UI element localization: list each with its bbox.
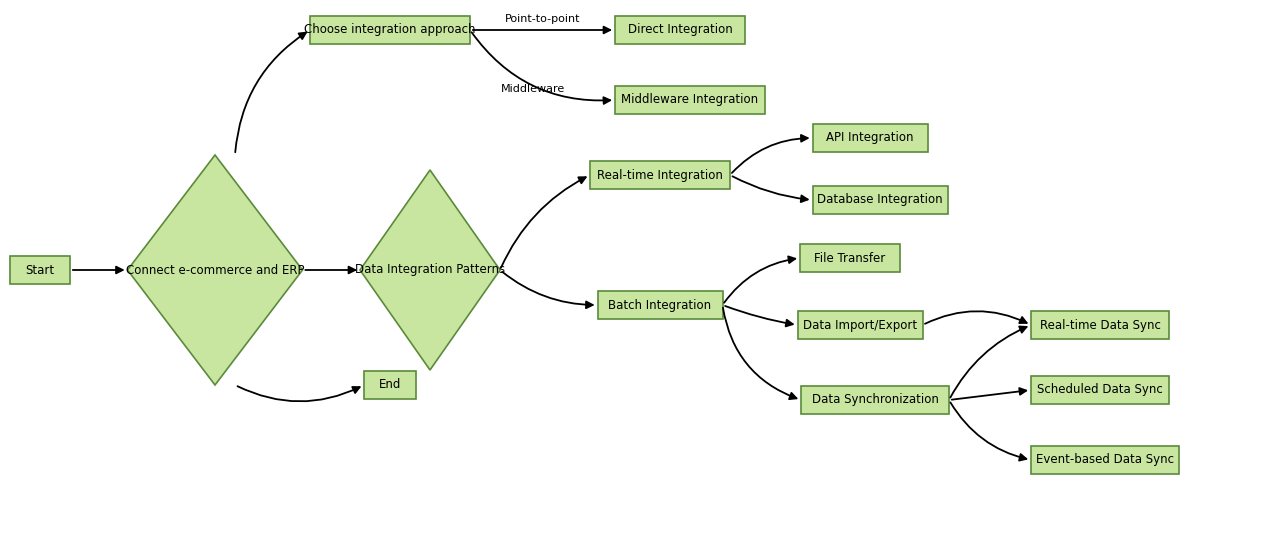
Text: Data Integration Patterns: Data Integration Patterns [355, 264, 506, 276]
FancyBboxPatch shape [598, 291, 722, 319]
FancyBboxPatch shape [1030, 446, 1179, 474]
Text: Real-time Data Sync: Real-time Data Sync [1039, 319, 1161, 332]
Text: API Integration: API Integration [827, 132, 914, 145]
FancyBboxPatch shape [800, 244, 900, 272]
Text: Direct Integration: Direct Integration [627, 24, 732, 37]
Text: Batch Integration: Batch Integration [608, 299, 712, 312]
FancyBboxPatch shape [590, 161, 730, 189]
Text: Connect e-commerce and ERP: Connect e-commerce and ERP [125, 264, 305, 276]
Text: Data Import/Export: Data Import/Export [803, 319, 916, 332]
Text: Start: Start [26, 264, 55, 276]
Text: Choose integration approach: Choose integration approach [305, 24, 476, 37]
FancyBboxPatch shape [813, 124, 928, 152]
Text: Middleware Integration: Middleware Integration [621, 93, 759, 106]
Text: Event-based Data Sync: Event-based Data Sync [1036, 454, 1174, 467]
FancyBboxPatch shape [310, 16, 470, 44]
Text: End: End [379, 379, 401, 392]
FancyBboxPatch shape [801, 386, 948, 414]
Text: Scheduled Data Sync: Scheduled Data Sync [1037, 383, 1162, 396]
Text: Database Integration: Database Integration [817, 193, 943, 206]
Text: Point-to-point: Point-to-point [504, 14, 580, 24]
FancyBboxPatch shape [1030, 376, 1169, 404]
Polygon shape [128, 155, 302, 385]
Polygon shape [360, 170, 500, 370]
FancyBboxPatch shape [10, 256, 70, 284]
Text: Data Synchronization: Data Synchronization [812, 394, 938, 407]
Text: File Transfer: File Transfer [814, 252, 886, 265]
FancyBboxPatch shape [813, 186, 947, 214]
FancyBboxPatch shape [614, 86, 765, 114]
Text: Middleware: Middleware [500, 84, 564, 94]
FancyBboxPatch shape [614, 16, 745, 44]
FancyBboxPatch shape [1030, 311, 1169, 339]
FancyBboxPatch shape [797, 311, 923, 339]
Text: Real-time Integration: Real-time Integration [596, 168, 723, 181]
FancyBboxPatch shape [364, 371, 416, 399]
